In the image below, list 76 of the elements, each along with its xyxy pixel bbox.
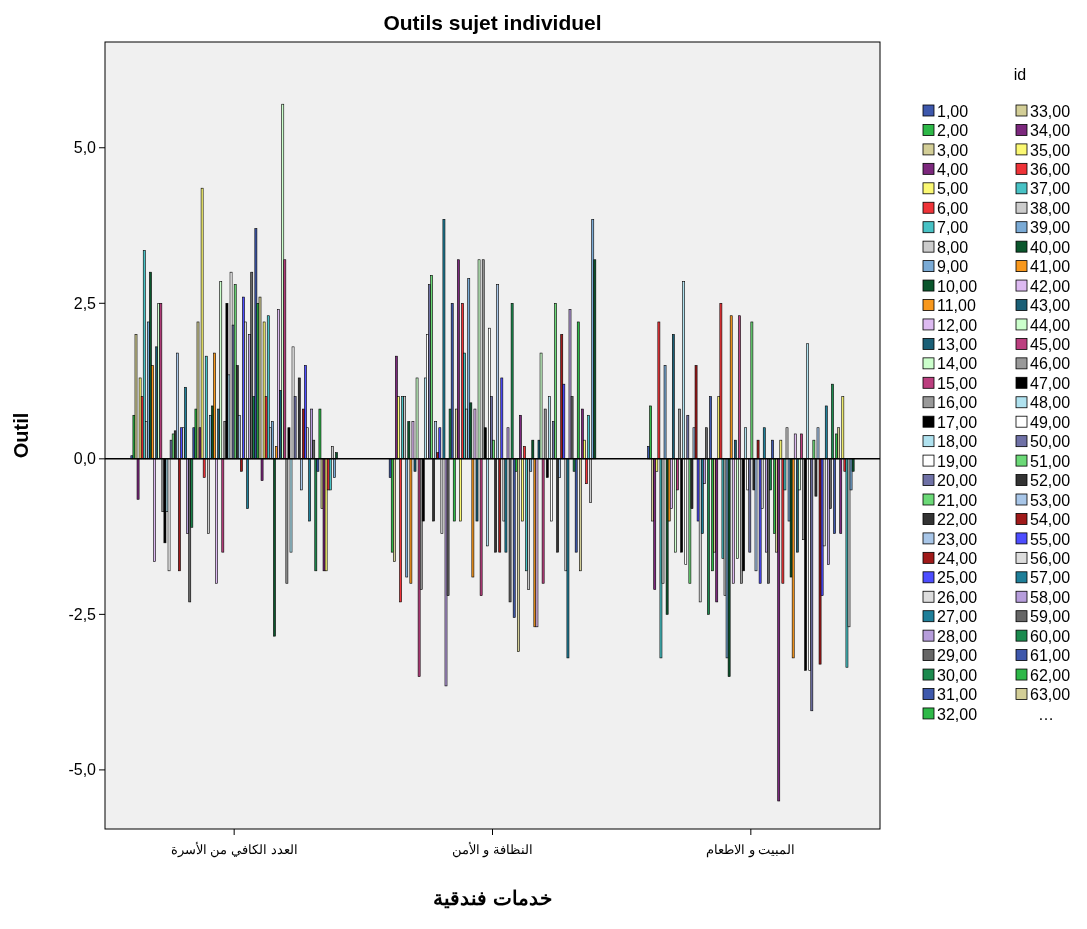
legend-label: 19,00	[937, 452, 978, 470]
legend-label: 56,00	[1030, 549, 1071, 567]
legend-label: 41,00	[1030, 258, 1071, 276]
legend-label: 6,00	[937, 199, 969, 217]
legend-label: 33,00	[1030, 102, 1071, 120]
legend-label: 43,00	[1030, 297, 1071, 315]
legend-label: 3,00	[937, 141, 969, 159]
x-tick-label: النظافة و الأمن	[451, 841, 534, 858]
legend-label: 11,00	[937, 297, 976, 315]
legend-title: id	[1013, 66, 1027, 83]
legend-label: 26,00	[937, 588, 978, 606]
legend-label: 52,00	[1030, 472, 1071, 490]
legend-label: 10,00	[937, 277, 978, 295]
legend-label: 39,00	[1030, 219, 1071, 237]
legend-label: 57,00	[1030, 569, 1071, 587]
y-axis-title: Outil	[10, 412, 32, 459]
legend-label: 31,00	[937, 686, 978, 704]
text: …	[1038, 705, 1054, 723]
legend-label: 42,00	[1030, 277, 1071, 295]
legend-label: 18,00	[937, 433, 978, 451]
y-tick-label: 5,0	[73, 139, 97, 157]
legend-label: 48,00	[1030, 394, 1071, 412]
legend-label: 21,00	[937, 491, 978, 509]
legend-label: 24,00	[937, 549, 978, 567]
legend-label: 29,00	[937, 647, 978, 665]
legend-label: 8,00	[937, 238, 969, 256]
legend-label: 60,00	[1030, 627, 1071, 645]
legend-label: 35,00	[1030, 141, 1071, 159]
legend-label: 25,00	[937, 569, 978, 587]
legend-label: 15,00	[937, 374, 978, 392]
legend-label: 59,00	[1030, 608, 1071, 626]
legend-label: 51,00	[1030, 452, 1071, 470]
legend-label: 22,00	[937, 511, 978, 529]
y-tick-label: -2,5	[68, 605, 97, 623]
legend-label: 50,00	[1030, 433, 1071, 451]
legend-label: 32,00	[937, 705, 978, 723]
x-tick-label: العدد الكافي من الأسرة	[170, 841, 298, 858]
legend-label: 14,00	[937, 355, 978, 373]
legend-label: 37,00	[1030, 180, 1071, 198]
legend-label: 62,00	[1030, 666, 1071, 684]
y-tick-label: 2,5	[73, 294, 97, 312]
legend-label: 61,00	[1030, 647, 1071, 665]
legend-label: 28,00	[937, 627, 978, 645]
legend-label: 63,00	[1030, 686, 1071, 704]
legend-label: 38,00	[1030, 199, 1071, 217]
x-axis-title: خدمات فندقية	[433, 887, 552, 909]
legend-label: 20,00	[937, 472, 978, 490]
legend-label: 27,00	[937, 608, 978, 626]
legend-label: 49,00	[1030, 413, 1071, 431]
legend-label: 30,00	[937, 666, 978, 684]
legend-label: 55,00	[1030, 530, 1071, 548]
legend-label: 1,00	[937, 102, 969, 120]
chart-title: Outils sujet individuel	[383, 11, 602, 34]
legend-label: 12,00	[937, 316, 978, 334]
x-tick-label: المبيت و الاطعام	[706, 842, 796, 858]
legend-label: 44,00	[1030, 316, 1071, 334]
legend-label: 4,00	[937, 160, 969, 178]
legend-label: 17,00	[937, 413, 978, 431]
legend-label: 58,00	[1030, 588, 1071, 606]
legend-label: 7,00	[937, 219, 969, 237]
legend-label: 36,00	[1030, 160, 1071, 178]
legend-label: 5,00	[937, 180, 969, 198]
legend-label: 9,00	[937, 258, 969, 276]
legend-label: 2,00	[937, 122, 969, 140]
y-tick-label: -5,0	[68, 761, 97, 779]
legend-label: 34,00	[1030, 122, 1071, 140]
legend-label: 23,00	[937, 530, 978, 548]
legend-label: 45,00	[1030, 336, 1071, 353]
legend-label: 54,00	[1030, 511, 1071, 529]
legend-label: 46,00	[1030, 355, 1071, 373]
legend-label: 53,00	[1030, 491, 1071, 509]
legend-label: 40,00	[1030, 238, 1071, 256]
legend-label: 16,00	[937, 394, 978, 412]
y-tick-label: 0,0	[73, 450, 97, 468]
legend-label: 13,00	[937, 336, 978, 353]
legend-label: 47,00	[1030, 374, 1071, 392]
